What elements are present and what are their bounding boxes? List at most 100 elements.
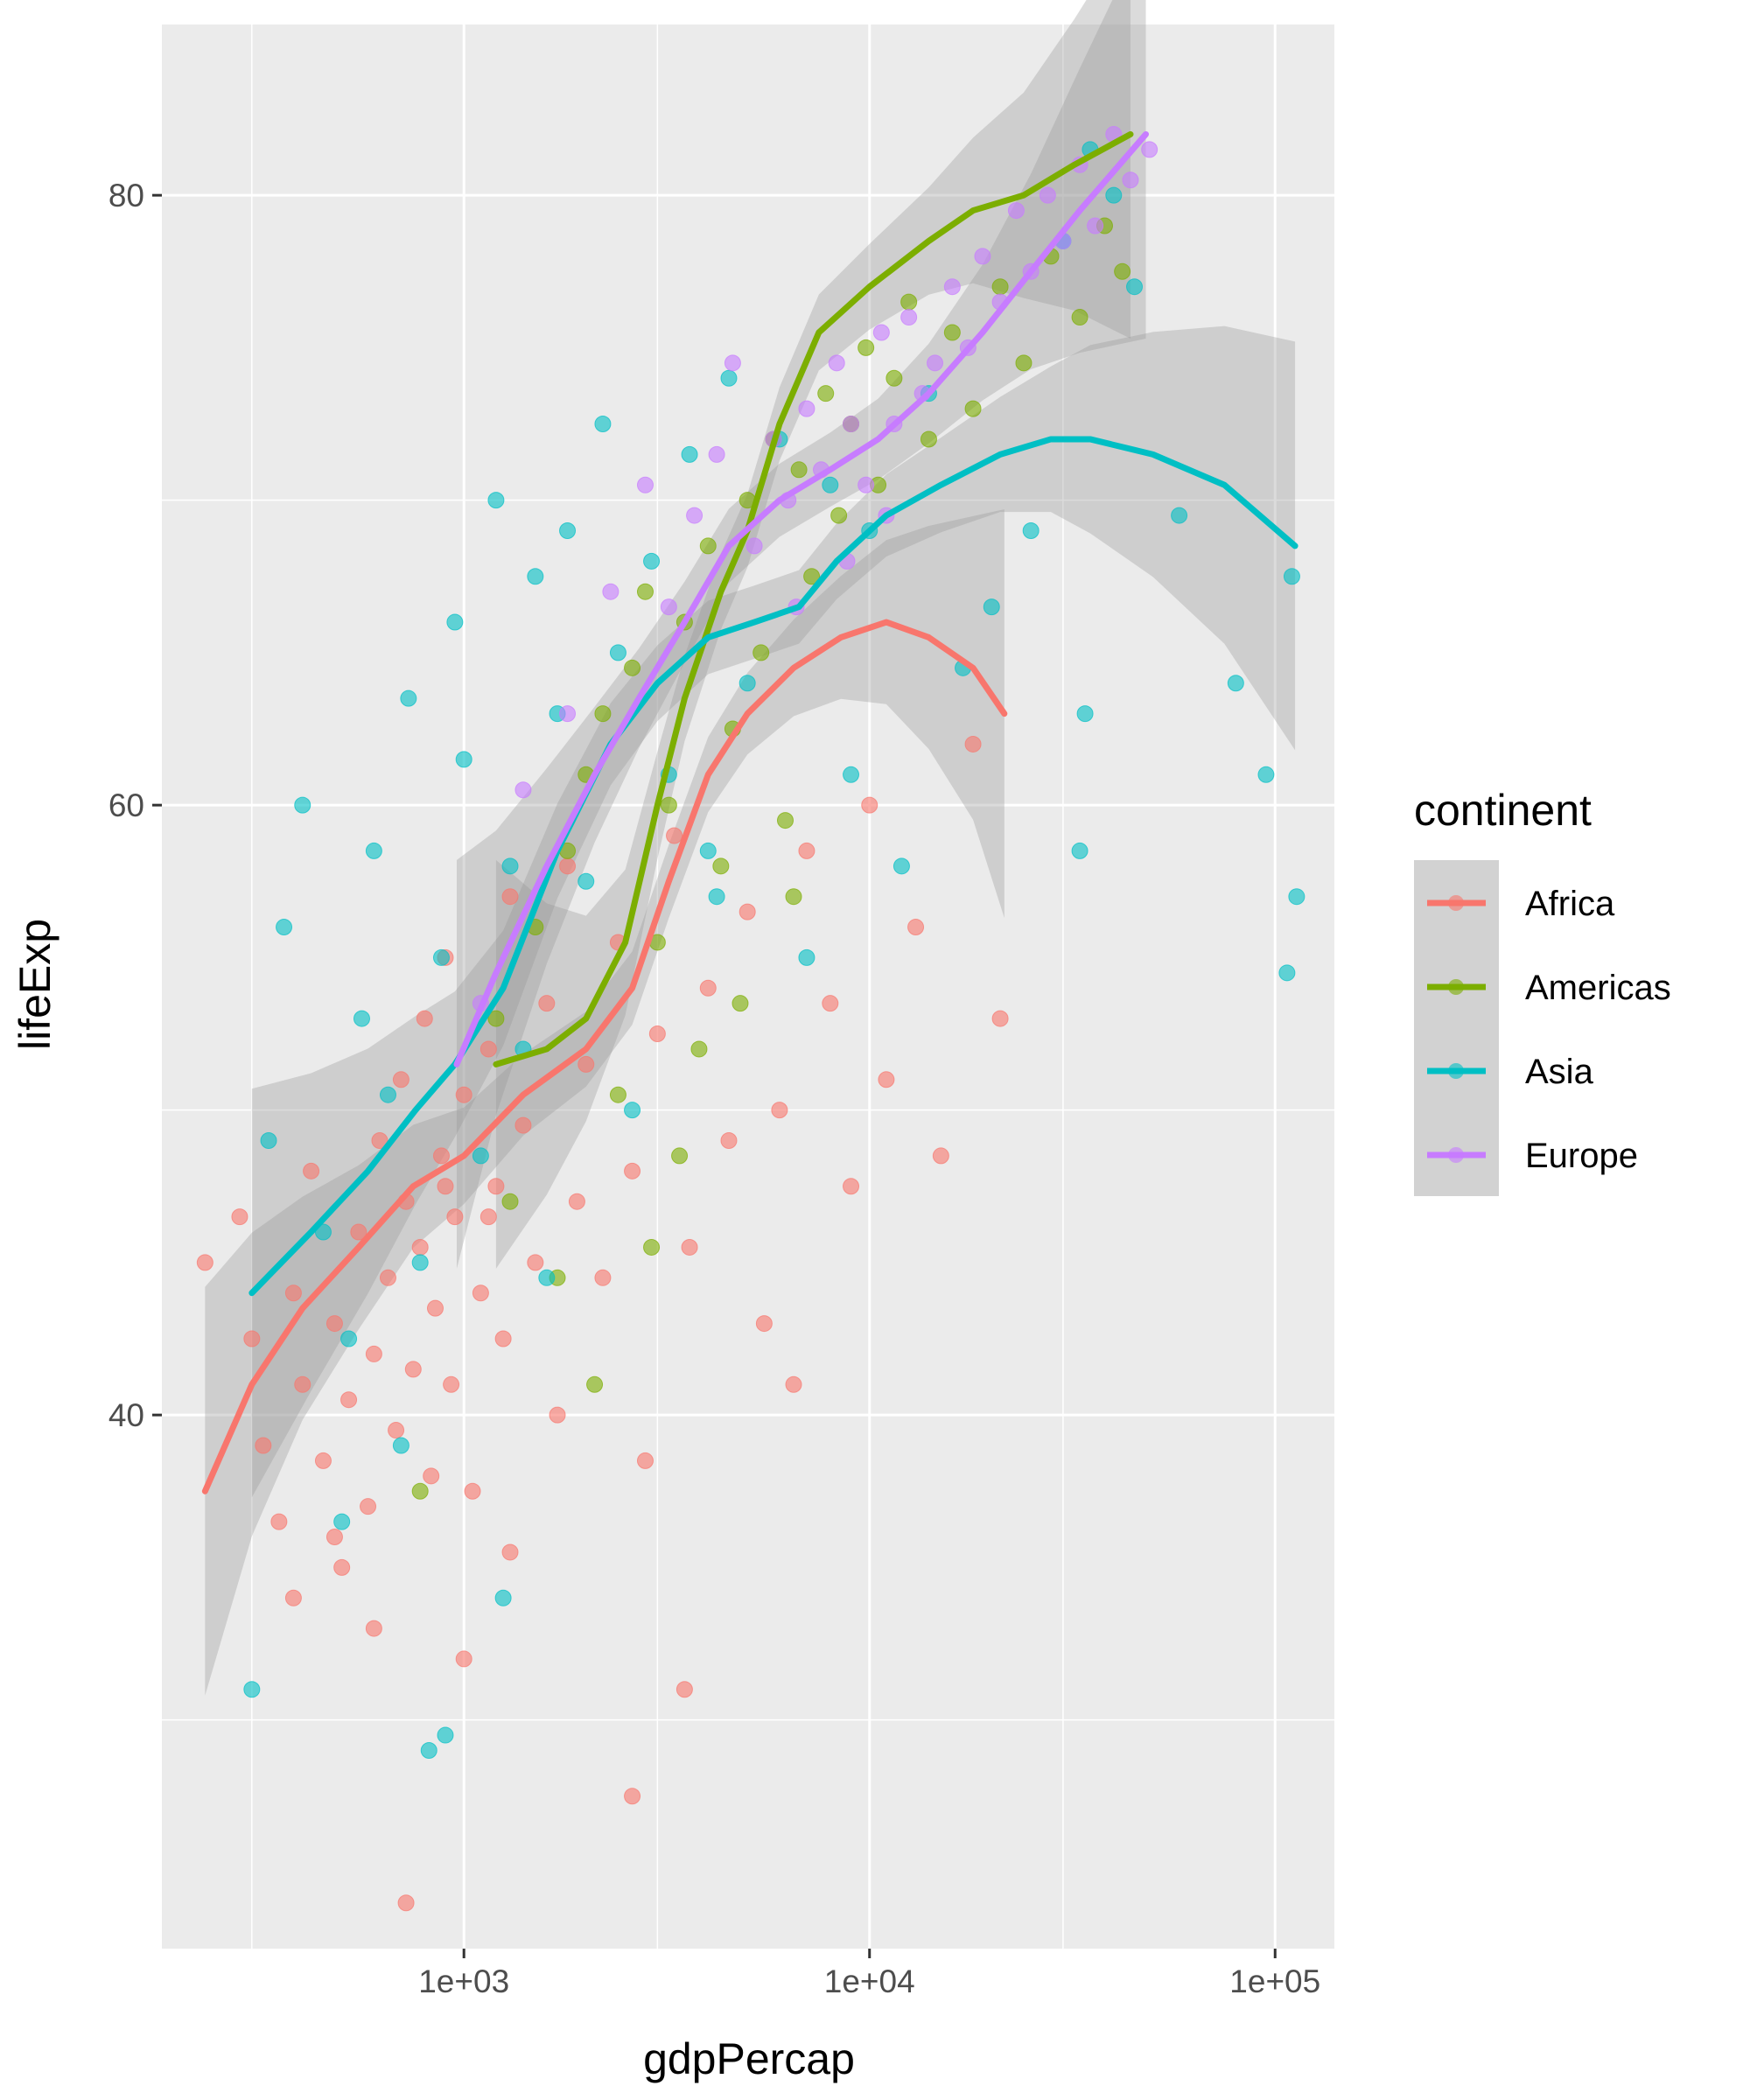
- legend-key-point-africa: [1448, 895, 1464, 911]
- point-asia: [487, 492, 505, 509]
- point-africa: [594, 1269, 612, 1286]
- point-africa: [464, 1482, 481, 1500]
- point-africa: [270, 1513, 288, 1530]
- point-asia: [494, 1589, 512, 1606]
- point-asia: [437, 1726, 454, 1744]
- point-africa: [326, 1529, 343, 1546]
- point-africa: [699, 979, 717, 997]
- point-africa: [365, 1620, 382, 1637]
- point-africa: [501, 888, 519, 906]
- point-americas: [732, 995, 749, 1012]
- x-tick-label: 1e+03: [418, 1964, 509, 1999]
- point-asia: [1171, 507, 1188, 524]
- point-americas: [487, 1010, 505, 1027]
- point-europe: [559, 705, 577, 723]
- point-europe: [660, 598, 677, 616]
- y-tick-label: 80: [108, 178, 144, 214]
- y-tick-label: 60: [108, 788, 144, 823]
- point-americas: [790, 461, 808, 479]
- point-africa: [455, 1086, 472, 1103]
- point-asia: [392, 1437, 410, 1454]
- confidence-band-americas: [495, 0, 1130, 1269]
- point-africa: [785, 1376, 802, 1393]
- legend-title: continent: [1414, 786, 1592, 835]
- point-europe: [514, 781, 532, 799]
- point-americas: [690, 1040, 708, 1058]
- point-americas: [699, 537, 717, 555]
- point-asia: [624, 1102, 641, 1119]
- point-asia: [1076, 705, 1094, 723]
- point-asia: [892, 858, 910, 875]
- point-africa: [578, 1055, 595, 1073]
- point-asia: [594, 416, 612, 433]
- point-americas: [777, 812, 794, 830]
- legend-key-point-europe: [1448, 1147, 1464, 1163]
- point-asia: [538, 1269, 556, 1286]
- point-africa: [964, 735, 982, 752]
- point-africa: [404, 1361, 422, 1378]
- point-africa: [991, 1010, 1009, 1027]
- plot-panel: [162, 24, 1334, 1949]
- point-africa: [771, 1102, 788, 1119]
- point-africa: [303, 1162, 320, 1180]
- point-europe: [602, 583, 620, 600]
- point-americas: [1015, 354, 1032, 372]
- legend-label-africa: Africa: [1525, 885, 1615, 923]
- smooth-line-asia: [248, 436, 1298, 1297]
- confidence-band-asia: [251, 326, 1296, 1498]
- point-africa: [624, 1162, 641, 1180]
- point-africa: [416, 1010, 433, 1027]
- point-europe: [927, 354, 944, 372]
- point-africa: [480, 1040, 497, 1058]
- confidence-bands: [205, 0, 1296, 1696]
- point-americas: [900, 293, 918, 311]
- point-africa: [624, 1788, 641, 1805]
- point-africa: [432, 1147, 450, 1165]
- point-asia: [420, 1741, 438, 1759]
- point-africa: [360, 1498, 377, 1516]
- point-europe: [1039, 186, 1056, 204]
- point-africa: [365, 1345, 382, 1362]
- point-africa: [411, 1238, 429, 1256]
- point-europe: [686, 507, 704, 524]
- point-americas: [886, 369, 903, 387]
- point-europe: [843, 416, 860, 433]
- confidence-band-africa: [205, 509, 1004, 1696]
- point-africa: [455, 1650, 472, 1668]
- point-africa: [538, 995, 556, 1012]
- point-europe: [943, 278, 961, 296]
- point-africa: [326, 1315, 343, 1333]
- point-africa: [527, 1254, 544, 1271]
- point-americas: [660, 796, 677, 814]
- point-americas: [752, 644, 770, 662]
- point-americas: [643, 1238, 661, 1256]
- smooth-line-africa: [201, 619, 1008, 1494]
- point-europe: [746, 537, 763, 555]
- point-africa: [196, 1254, 214, 1271]
- point-africa: [255, 1437, 272, 1454]
- point-asia: [340, 1330, 358, 1348]
- point-europe: [708, 445, 725, 463]
- point-asia: [276, 919, 293, 936]
- point-asia: [472, 1147, 489, 1165]
- point-americas: [411, 1482, 429, 1500]
- point-asia: [738, 675, 756, 692]
- point-africa: [514, 1116, 532, 1134]
- point-americas: [671, 1147, 689, 1165]
- point-americas: [830, 507, 848, 524]
- point-americas: [636, 583, 654, 600]
- point-africa: [443, 1376, 460, 1393]
- point-asia: [822, 476, 839, 494]
- point-asia: [1071, 842, 1088, 859]
- x-tick-label: 1e+05: [1229, 1964, 1320, 1999]
- point-africa: [549, 1406, 566, 1424]
- point-asia: [699, 842, 717, 859]
- smooth-line-europe: [453, 130, 1150, 1068]
- point-americas: [920, 430, 937, 448]
- scatter-points: [196, 125, 1306, 1912]
- point-asia: [446, 613, 464, 631]
- legend-label-asia: Asia: [1525, 1053, 1594, 1091]
- point-africa: [648, 1026, 666, 1043]
- point-asia: [609, 644, 626, 662]
- x-axis-title: gdpPercap: [643, 2034, 855, 2083]
